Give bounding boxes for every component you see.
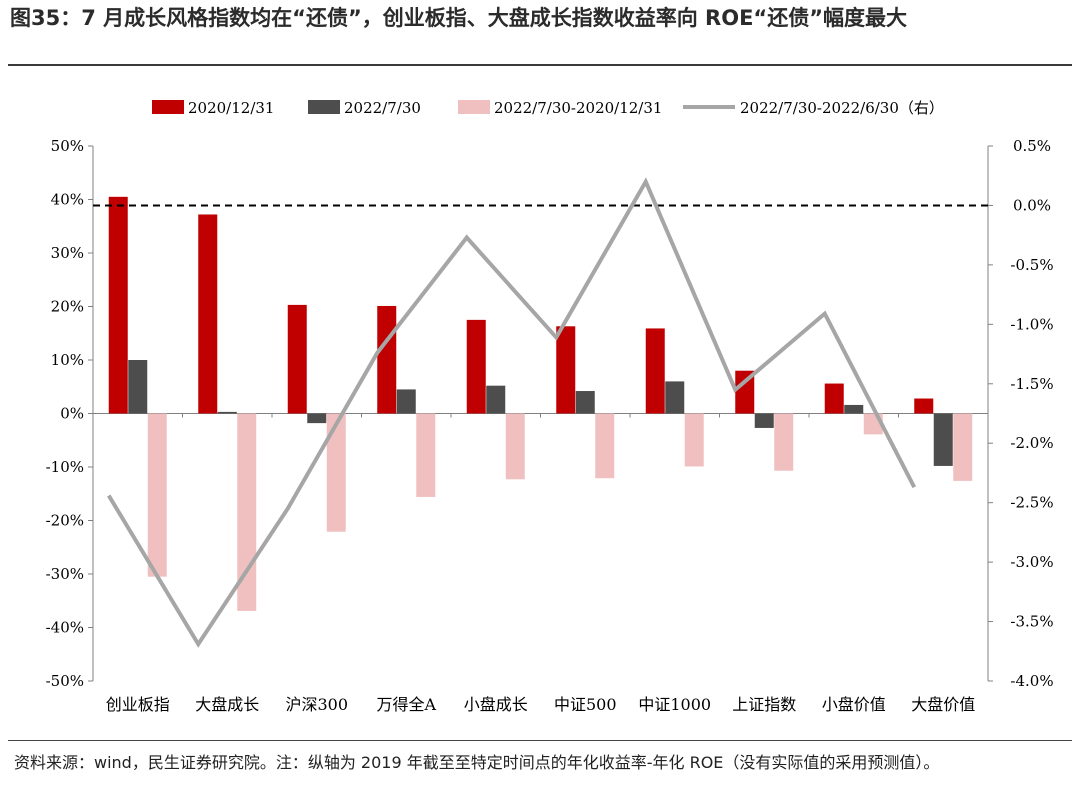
left-tick-label: 40% <box>51 191 84 209</box>
chart-title: 图35：7 月成长风格指数均在“还债”，创业板指、大盘成长指数收益率向 ROE“… <box>10 6 908 30</box>
bar-2022-7-30 <box>486 385 506 414</box>
left-tick-label: -50% <box>46 672 84 690</box>
bar-2020-12-31 <box>377 305 397 414</box>
left-tick-label: 0% <box>60 405 84 423</box>
line-2022-7-30-2022-6-30 <box>107 177 917 648</box>
right-tick-label: -1.5% <box>1010 375 1053 393</box>
category-label: 大盘价值 <box>911 695 975 714</box>
axis-labels: 50% 40% 30% 20% 10% 0% -10% -20% -30% -40% -50% 0.5… <box>46 137 1054 714</box>
bar-2022-7-30 <box>217 411 237 414</box>
bar-2022-7-30 <box>396 389 416 414</box>
category-label: 小盘成长 <box>464 695 528 714</box>
legend-swatch <box>152 100 184 114</box>
left-tick-label: 30% <box>51 244 84 262</box>
chart: 2020/12/31 2022/7/30 2022/7/30-2020/12/31 2… <box>46 99 1054 714</box>
bar-diff <box>416 413 436 497</box>
legend: 2020/12/31 2022/7/30 2022/7/30-2020/12/31 2… <box>152 99 944 117</box>
bar-2020-12-31 <box>824 383 844 414</box>
bar-2020-12-31 <box>645 328 665 414</box>
bar-2022-7-30 <box>665 381 685 414</box>
left-tick-label: 50% <box>51 137 84 155</box>
bar-2022-7-30 <box>307 413 327 424</box>
right-tick-label: -4.0% <box>1010 672 1053 690</box>
right-tick-label: 0.5% <box>1013 137 1051 155</box>
legend-swatch <box>308 100 340 114</box>
category-label: 小盘价值 <box>822 695 886 714</box>
right-tick-label: -2.0% <box>1010 434 1053 452</box>
right-tick-label: -3.0% <box>1010 553 1053 571</box>
right-tick-label: -3.5% <box>1010 613 1053 631</box>
bar-2020-12-31 <box>914 398 934 414</box>
left-tick-label: 20% <box>51 298 84 316</box>
title-divider <box>8 64 1072 66</box>
legend-label: 2022/7/30-2022/6/30（右） <box>740 99 944 117</box>
category-label: 万得全A <box>376 695 436 714</box>
bar-2020-12-31 <box>287 304 307 414</box>
bar-2022-7-30 <box>128 360 148 414</box>
bar-2022-7-30 <box>754 413 774 428</box>
left-tick-label: -20% <box>46 512 84 530</box>
line-series <box>107 177 917 648</box>
left-tick-label: -40% <box>46 619 84 637</box>
left-tick-label: 10% <box>51 351 84 369</box>
right-tick-label: -2.5% <box>1010 494 1053 512</box>
footer-divider <box>8 740 1072 741</box>
source-note: 资料来源：wind，民生证券研究院。注：纵轴为 2019 年截至至特定时间点的年… <box>14 753 940 772</box>
bar-2022-7-30 <box>575 391 595 414</box>
right-tick-label: 0.0% <box>1013 196 1051 214</box>
bars <box>108 196 973 611</box>
left-tick-label: -10% <box>46 458 84 476</box>
bar-2020-12-31 <box>198 214 218 414</box>
bar-diff <box>953 413 973 481</box>
bar-2020-12-31 <box>108 196 128 414</box>
bar-diff <box>326 413 346 532</box>
category-label: 上证指数 <box>732 695 796 714</box>
legend-label: 2020/12/31 <box>188 99 274 117</box>
legend-swatch <box>458 100 490 114</box>
bar-2022-7-30 <box>933 413 953 466</box>
bar-diff <box>774 413 794 471</box>
bar-diff <box>147 413 167 577</box>
category-label: 创业板指 <box>106 695 170 714</box>
legend-label: 2022/7/30-2020/12/31 <box>494 99 662 117</box>
bar-diff <box>595 413 615 479</box>
category-label: 大盘成长 <box>195 695 259 714</box>
bar-2022-7-30 <box>844 404 864 414</box>
bar-diff <box>684 413 704 467</box>
category-label: 中证500 <box>554 695 617 714</box>
bar-2020-12-31 <box>466 319 486 414</box>
category-label: 沪深300 <box>285 695 348 714</box>
category-label: 中证1000 <box>638 695 711 714</box>
left-tick-label: -30% <box>46 565 84 583</box>
bar-2020-12-31 <box>556 326 576 414</box>
bar-2020-12-31 <box>735 370 755 414</box>
right-tick-label: -0.5% <box>1010 256 1053 274</box>
bar-diff <box>505 413 525 480</box>
legend-label: 2022/7/30 <box>344 99 421 117</box>
right-tick-label: -1.0% <box>1010 315 1053 333</box>
